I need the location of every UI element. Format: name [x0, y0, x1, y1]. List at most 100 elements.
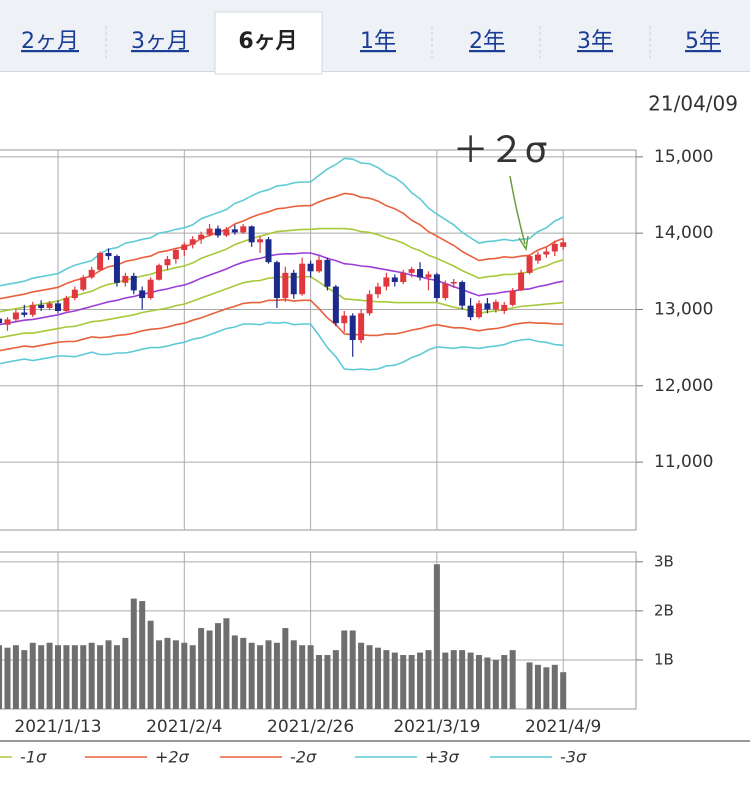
- x-tick-label: 2021/1/13: [14, 717, 101, 737]
- candle-body: [214, 228, 221, 236]
- candle-body: [324, 259, 331, 287]
- candle-body: [358, 313, 365, 340]
- volume-bar: [358, 642, 365, 709]
- volume-bar: [534, 664, 541, 709]
- volume-bar: [71, 645, 78, 709]
- volume-bar: [38, 645, 45, 709]
- volume-bar: [257, 645, 264, 709]
- volume-bar: [156, 640, 163, 709]
- candle-body: [425, 274, 432, 278]
- candle-body: [97, 253, 104, 270]
- candle-body: [534, 254, 541, 261]
- legend-label: -2σ: [290, 748, 317, 767]
- candle-body: [374, 286, 381, 295]
- band-line: [0, 321, 564, 371]
- tab[interactable]: 6ヶ月: [238, 29, 297, 54]
- legend-label: +3σ: [425, 748, 460, 767]
- annotation-arrow: [509, 175, 526, 245]
- volume-bar: [147, 620, 154, 709]
- volume-bar: [299, 645, 306, 709]
- legend-label: +2σ: [155, 748, 190, 767]
- volume-bar: [341, 630, 348, 709]
- candle-body: [181, 244, 188, 250]
- candle-body: [316, 259, 323, 272]
- candle-body: [172, 249, 179, 260]
- candle-body: [105, 253, 112, 257]
- volume-bar: [307, 645, 314, 709]
- volume-bar: [560, 672, 567, 709]
- tab[interactable]: 1年: [360, 29, 396, 54]
- volume-bar: [332, 650, 339, 709]
- volume-bar: [206, 630, 213, 709]
- candle-body: [147, 279, 154, 299]
- volume-bar: [105, 640, 112, 709]
- candle-body: [248, 226, 255, 243]
- volume-bar: [80, 645, 87, 709]
- volume-bar: [484, 657, 491, 709]
- candle-body: [551, 243, 558, 252]
- volume-bar: [391, 652, 398, 709]
- legend-label: -3σ: [560, 748, 587, 767]
- y-tick-label: 3B: [654, 552, 674, 570]
- candle-body: [349, 315, 356, 340]
- volume-bar: [97, 645, 104, 709]
- volume-bar: [164, 637, 171, 709]
- candle-body: [38, 304, 45, 308]
- volume-bar: [139, 601, 146, 709]
- tab[interactable]: 5年: [685, 29, 721, 54]
- candle-body: [484, 303, 491, 310]
- candle-body: [543, 251, 550, 255]
- candle-body: [501, 304, 508, 312]
- band-line: [0, 227, 564, 313]
- y-tick-label: 15,000: [654, 147, 713, 167]
- x-tick-label: 2021/2/26: [267, 717, 354, 737]
- tab[interactable]: 2ヶ月: [21, 29, 79, 54]
- volume-bar: [189, 645, 196, 709]
- candle-body: [341, 315, 348, 324]
- date-label: 21/04/09: [648, 92, 738, 116]
- volume-bar: [425, 650, 432, 709]
- volume-bar: [240, 637, 247, 709]
- tab[interactable]: 2年: [469, 29, 505, 54]
- candle-body: [417, 269, 424, 278]
- candle-body: [442, 283, 449, 299]
- volume-bar: [476, 655, 482, 709]
- candle-body: [307, 263, 314, 272]
- volume-bar: [492, 659, 499, 709]
- volume-bar: [214, 623, 221, 709]
- volume-bar: [122, 637, 129, 709]
- volume-bar: [0, 645, 3, 709]
- volume-bar: [450, 650, 457, 709]
- volume-bar: [223, 618, 230, 709]
- volume-bar: [46, 642, 53, 709]
- volume-bar: [417, 652, 424, 709]
- volume-bar: [459, 650, 466, 709]
- tab[interactable]: 3年: [577, 29, 613, 54]
- candle-body: [206, 228, 213, 235]
- tab[interactable]: 3ヶ月: [131, 29, 189, 54]
- volume-bar: [198, 628, 205, 709]
- volume-bar: [366, 645, 373, 709]
- candle-body: [560, 242, 567, 247]
- band-line: [0, 252, 564, 326]
- candle-body: [156, 265, 163, 280]
- volume-bar: [63, 645, 70, 709]
- volume-chart: 1B 2B 3B 2021/1/13 2021/2/4 2021/2/26 2021/3/1…: [0, 551, 674, 737]
- volume-bar: [88, 642, 95, 709]
- volume-bar: [12, 645, 19, 709]
- candle-body: [189, 239, 196, 245]
- price-chart: 11,000 12,000 13,000 14,000 15,000: [0, 147, 713, 531]
- volume-bar: [467, 652, 474, 709]
- candle-body: [265, 239, 272, 263]
- candle-body: [450, 282, 457, 284]
- candle-body: [467, 305, 474, 318]
- volume-bar: [248, 642, 255, 709]
- candle-body: [492, 301, 499, 310]
- candle-body: [282, 272, 289, 299]
- volume-bar: [172, 640, 179, 709]
- volume-bar: [4, 647, 11, 709]
- x-tick-label: 2021/2/4: [146, 717, 222, 737]
- candle-body: [29, 304, 36, 315]
- candle-body: [4, 319, 11, 325]
- candle-body: [383, 277, 390, 287]
